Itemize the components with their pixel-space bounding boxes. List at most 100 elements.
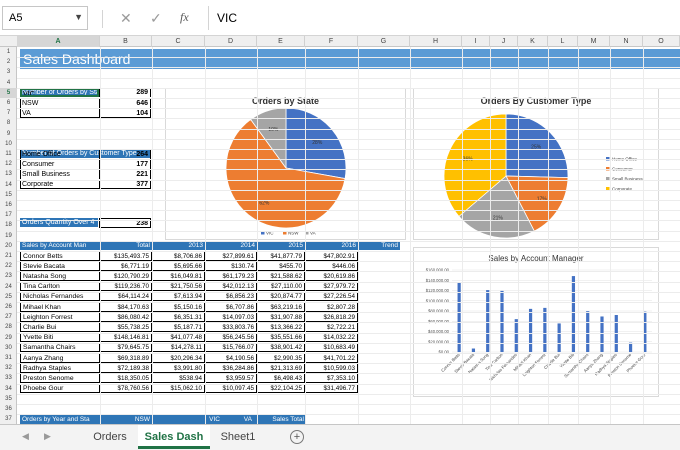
row-header[interactable]: 6 (6, 100, 11, 106)
bar (528, 308, 533, 352)
row-header[interactable]: 36 (5, 406, 12, 412)
function-icon[interactable]: fx (180, 10, 189, 24)
row-header[interactable]: 13 (5, 171, 12, 178)
column-header[interactable]: E (257, 36, 305, 47)
cancel-icon[interactable]: ✕ (120, 10, 132, 26)
table-header: Sales by Account Man (20, 241, 100, 251)
name-box[interactable]: A5 ▼ (2, 6, 88, 30)
row-header[interactable]: 33 (5, 375, 12, 382)
row-header[interactable]: 31 (5, 355, 12, 361)
table-header: 2015 (257, 241, 305, 251)
row-header[interactable]: 12 (5, 161, 12, 168)
state-value: 104 (99, 108, 151, 118)
gridline (518, 47, 519, 424)
row-header[interactable]: 7 (6, 110, 11, 117)
row-header[interactable]: 28 (5, 324, 12, 331)
table-cell-name: Charlie Bui (20, 322, 100, 332)
row-header[interactable]: 14 (5, 181, 12, 188)
row-header[interactable]: 26 (5, 304, 12, 310)
column-header[interactable]: F (305, 36, 358, 47)
gridline (17, 342, 680, 344)
sheet-grid[interactable]: Sales Dashboard Number of Orders by Stat… (17, 47, 680, 424)
table-cell-value: $38,901.42 (257, 343, 305, 353)
table-cell-value: $446.06 (305, 261, 358, 271)
gridline (257, 47, 258, 424)
row-header[interactable]: 29 (5, 334, 12, 341)
column-header[interactable]: N (610, 36, 643, 47)
row-header[interactable]: 35 (5, 395, 12, 402)
row-header[interactable]: 27 (5, 314, 12, 321)
column-header[interactable]: L (548, 36, 578, 47)
row-header[interactable]: 2 (6, 59, 11, 66)
row-header[interactable]: 11 (5, 151, 12, 157)
chevron-down-icon[interactable]: ▼ (74, 12, 83, 22)
column-header[interactable]: I (462, 36, 490, 47)
gridline (17, 77, 680, 79)
row-header[interactable]: 9 (6, 130, 11, 137)
table-cell-value: $148,146.81 (100, 333, 152, 343)
column-header[interactable]: B (100, 36, 152, 47)
column-header[interactable]: M (578, 36, 610, 47)
row-header[interactable]: 34 (5, 385, 12, 392)
sheet-tab[interactable]: Orders (93, 431, 127, 443)
gridline (17, 271, 680, 273)
row-header[interactable]: 16 (5, 202, 12, 208)
next-sheet-icon[interactable]: ▶ (44, 431, 51, 441)
legend-swatch (606, 177, 610, 181)
table-cell-value: $2,807.28 (305, 302, 358, 312)
column-header[interactable]: D (205, 36, 257, 47)
row-header[interactable]: 10 (5, 140, 12, 147)
table-cell-name: Nicholas Fernandes (20, 292, 100, 302)
table-cell-name: Radhya Staples (20, 363, 100, 373)
gridline (17, 108, 680, 110)
gridline (17, 220, 680, 222)
orders-by-state-chart[interactable]: Orders by State 28% 62% 10% VIC NSW VA (165, 88, 406, 240)
row-header[interactable]: 20 (5, 242, 12, 249)
add-sheet-button[interactable]: + (290, 430, 304, 444)
row-header[interactable]: 22 (5, 263, 12, 270)
name-box-value: A5 (9, 12, 23, 24)
row-header[interactable]: 18 (5, 222, 12, 229)
gridline (490, 47, 491, 424)
row-header[interactable]: 4 (6, 79, 11, 86)
prev-sheet-icon[interactable]: ◀ (22, 431, 29, 441)
gridline (358, 47, 359, 424)
row-header[interactable]: 23 (5, 273, 12, 280)
table-cell-value: $41,077.48 (152, 333, 205, 343)
row-header[interactable]: 5 (0, 87, 17, 98)
column-header[interactable]: H (410, 36, 462, 47)
column-header[interactable]: G (358, 36, 410, 47)
table-cell-value: $27,899.61 (205, 251, 257, 261)
formula-input[interactable]: VIC (208, 6, 680, 30)
row-header[interactable]: 3 (6, 69, 11, 76)
table-cell-value: $20,874.77 (257, 292, 305, 302)
table-cell-value: $15,766.07 (205, 343, 257, 353)
column-header[interactable]: O (643, 36, 680, 47)
sheet-tab[interactable]: Sheet1 (220, 431, 256, 443)
column-header[interactable]: J (490, 36, 518, 47)
row-header[interactable]: 17 (5, 212, 12, 219)
row-header[interactable]: 21 (5, 253, 12, 259)
row-header[interactable]: 25 (5, 293, 12, 300)
gridline (152, 47, 153, 424)
row-header[interactable]: 15 (5, 191, 12, 198)
row-header[interactable]: 37 (5, 416, 12, 423)
row-header[interactable]: 1 (6, 49, 11, 55)
bar (643, 311, 647, 352)
table-cell-value: $15,062.10 (152, 384, 205, 394)
column-header[interactable]: K (518, 36, 548, 47)
table-header: VIC (152, 414, 222, 424)
column-header[interactable]: A (17, 36, 100, 47)
orders-by-type-chart[interactable]: Orders By Customer Type 25%17%21%36%Home… (413, 88, 659, 240)
enter-icon[interactable]: ✓ (150, 10, 162, 26)
row-header[interactable]: 32 (5, 365, 12, 372)
bar (600, 316, 604, 352)
row-header[interactable]: 30 (5, 344, 12, 351)
row-header[interactable]: 19 (5, 232, 12, 239)
row-header[interactable]: 24 (5, 283, 12, 290)
bar (557, 323, 561, 352)
gridline (17, 251, 680, 252)
column-header[interactable]: C (152, 36, 205, 47)
row-header[interactable]: 8 (6, 120, 11, 127)
sheet-tab[interactable]: Sales Dash (138, 425, 210, 449)
